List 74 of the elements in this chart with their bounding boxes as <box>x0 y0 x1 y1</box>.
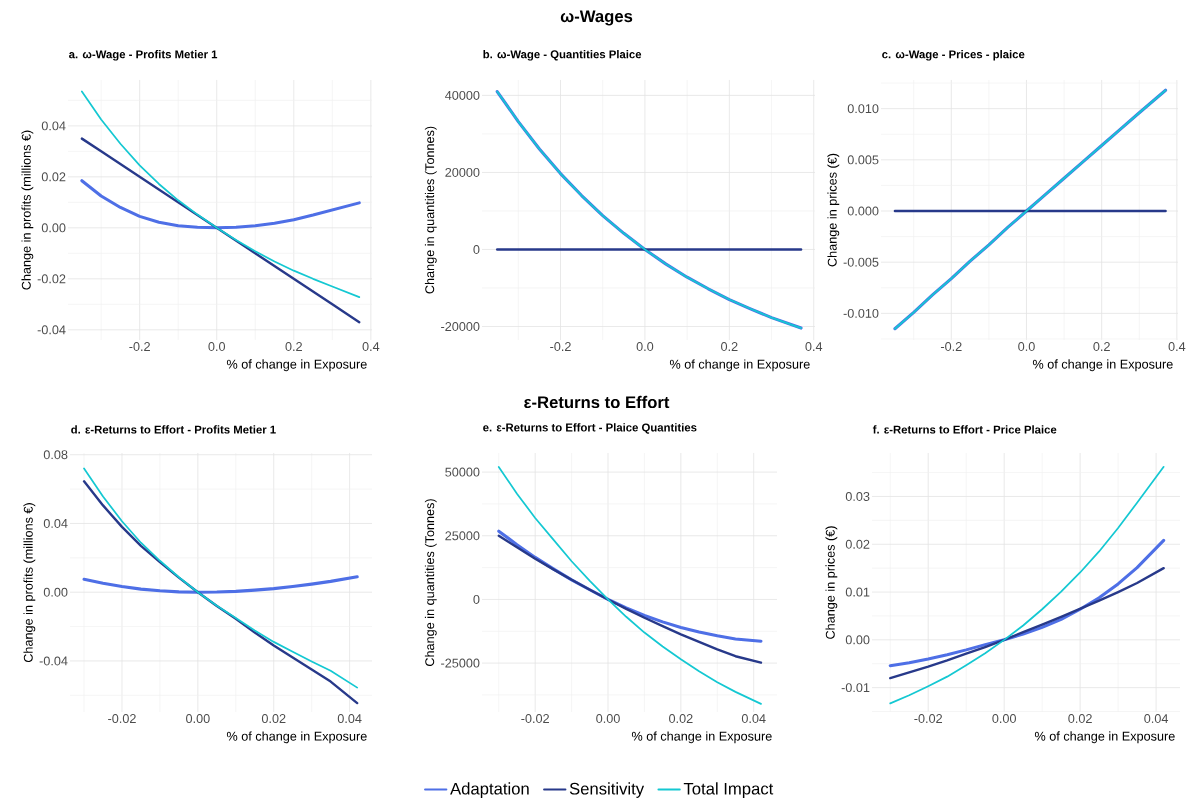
x-axis-title: % of change in Exposure <box>226 359 367 372</box>
y-tick-label: 0.005 <box>847 155 879 165</box>
x-tick-label: 0.2 <box>721 342 738 352</box>
y-tick-label: 0.08 <box>43 450 68 460</box>
chart-title: f. ε-Returns to Effort - Price Plaice <box>872 425 1057 434</box>
x-tick-label: 0.0 <box>208 342 226 352</box>
y-tick-label: -25000 <box>441 658 480 668</box>
chart-title: b. ω-Wage - Quantities Plaice <box>483 50 642 61</box>
x-tick-label: -0.02 <box>914 714 943 724</box>
text: ω-Wages <box>560 10 633 26</box>
x-tick-label: -0.02 <box>521 714 549 724</box>
y-tick-label: 25000 <box>445 531 480 541</box>
chart-title: a. ω-Wage - Profits Metier 1 <box>69 50 218 61</box>
y-tick-label: 0 <box>473 245 480 254</box>
y-tick-label: -0.04 <box>37 325 66 335</box>
chart-title: e. ε-Returns to Effort - Plaice Quantities <box>483 423 697 434</box>
y-tick-label: 0.000 <box>847 206 879 216</box>
y-tick-label: 0.010 <box>847 104 879 114</box>
legend-label: Sensitivity <box>569 782 645 798</box>
x-tick-label: 0.4 <box>1168 342 1186 352</box>
y-tick-label: -0.005 <box>843 257 879 267</box>
x-tick-label: 0.02 <box>261 714 286 724</box>
y-tick-label: 0.02 <box>41 172 66 182</box>
y-tick-label: 0.03 <box>845 492 870 501</box>
y-tick-label: 0 <box>473 594 480 604</box>
y-tick-label: 50000 <box>445 467 480 477</box>
y-tick-label: 0.00 <box>41 223 66 233</box>
x-tick-label: 0.00 <box>596 714 620 724</box>
x-tick-label: -0.02 <box>108 714 136 724</box>
y-axis-title: Change in quantities (Tonnes) <box>424 499 437 666</box>
y-tick-label: 0.02 <box>845 539 870 549</box>
x-axis-title: % of change in Exposure <box>1034 731 1175 744</box>
x-tick-label: 0.2 <box>1093 342 1110 352</box>
x-tick-label: 0.04 <box>337 714 362 724</box>
legend-label: Total Impact <box>683 782 774 798</box>
legend-label: Adaptation <box>450 782 529 798</box>
x-tick-label: 0.4 <box>805 342 823 352</box>
y-tick-label: 40000 <box>445 90 480 100</box>
y-tick-label: -0.010 <box>843 308 879 318</box>
y-tick-label: 0.04 <box>43 518 68 528</box>
x-tick-label: 0.4 <box>362 342 380 352</box>
x-tick-label: -0.2 <box>940 342 962 352</box>
text: ε-Returns to Effort <box>524 395 670 409</box>
chart-title: c. ω-Wage - Prices - plaice <box>882 50 1025 61</box>
x-tick-label: 0.0 <box>636 342 654 352</box>
y-tick-label: -0.04 <box>39 656 68 666</box>
x-axis-title: % of change in Exposure <box>226 731 367 744</box>
y-axis-title: Change in prices (€) <box>827 153 840 267</box>
x-tick-label: 0.02 <box>669 714 693 724</box>
y-tick-label: -0.01 <box>841 683 870 693</box>
y-axis-title: Change in profits (millions €) <box>21 130 34 290</box>
x-tick-label: 0.0 <box>1018 342 1035 352</box>
y-tick-label: -0.02 <box>37 274 66 284</box>
x-tick-label: 0.04 <box>1144 714 1169 724</box>
x-tick-label: 0.02 <box>1068 714 1092 724</box>
y-tick-label: 0.01 <box>845 587 870 597</box>
y-tick-label: 20000 <box>445 167 480 177</box>
x-tick-label: -0.2 <box>129 342 150 352</box>
y-axis-title: Change in prices (€) <box>825 526 838 639</box>
y-tick-label: 0.00 <box>845 635 870 645</box>
x-axis-title: % of change in Exposure <box>669 359 810 372</box>
y-tick-label: 0.04 <box>41 121 66 131</box>
y-axis-title: Change in quantities (Tonnes) <box>424 126 437 294</box>
y-tick-label: -20000 <box>441 322 480 331</box>
x-axis-title: % of change in Exposure <box>1032 359 1173 372</box>
y-axis-title: Change in profits (millions €) <box>23 503 36 663</box>
chart-title: d. ε-Returns to Effort - Profits Metier 1 <box>71 425 276 434</box>
x-axis-title: % of change in Exposure <box>631 731 772 744</box>
x-tick-label: 0.04 <box>741 714 766 724</box>
x-tick-label: 0.00 <box>186 714 210 724</box>
x-tick-label: 0.00 <box>992 714 1016 724</box>
y-tick-label: 0.00 <box>43 587 68 597</box>
x-tick-label: -0.2 <box>550 342 571 352</box>
x-tick-label: 0.2 <box>285 342 302 352</box>
